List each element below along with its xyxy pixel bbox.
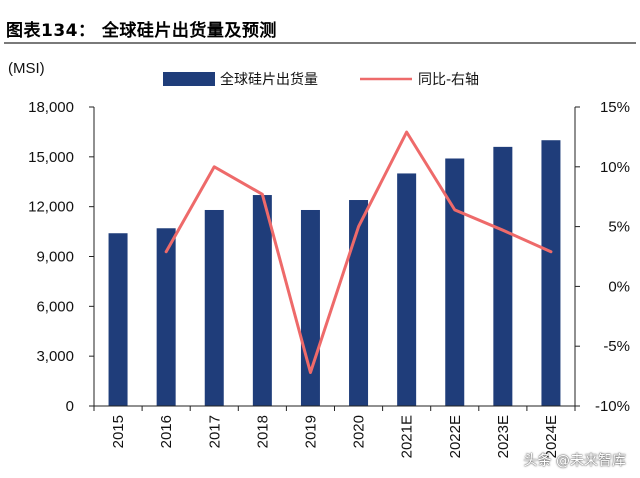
x-tick-label: 2019 bbox=[302, 415, 319, 448]
x-tick-label: 2023E bbox=[495, 415, 512, 458]
legend-bar-swatch bbox=[163, 72, 215, 86]
legend: 全球硅片出货量 同比-右轴 bbox=[163, 71, 479, 88]
bar-2020 bbox=[349, 200, 369, 406]
x-tick-label: 2024E bbox=[543, 415, 560, 458]
x-tick-label: 2016 bbox=[158, 415, 175, 448]
right-tick-label: -10% bbox=[595, 398, 630, 415]
right-tick-label: 0% bbox=[608, 278, 630, 295]
x-axis: 2015 2016 2017 2018 2019 2020 2021E 2022E 2023E 2… bbox=[93, 406, 576, 458]
left-tick-label: 15,000 bbox=[28, 149, 74, 166]
legend-bar-label: 全球硅片出货量 bbox=[220, 71, 318, 88]
bar-2017 bbox=[204, 209, 224, 406]
left-tick-label: 9,000 bbox=[36, 249, 74, 266]
x-tick-label: 2015 bbox=[110, 415, 127, 448]
line-series bbox=[164, 130, 553, 375]
x-tick-label: 2017 bbox=[206, 415, 223, 448]
x-tick-label: 2021E bbox=[399, 415, 416, 458]
x-tick-label: 2022E bbox=[447, 415, 464, 458]
bar-2023E bbox=[493, 146, 513, 406]
left-tick-label: 6,000 bbox=[36, 298, 74, 315]
right-tick-label: 5% bbox=[608, 219, 630, 236]
bar-2015 bbox=[108, 233, 128, 406]
right-tick-label: 10% bbox=[600, 159, 630, 176]
right-tick-label: 15% bbox=[600, 99, 630, 116]
y-axis-unit-label: (MSI) bbox=[8, 60, 45, 77]
left-axis: 0 3,000 6,000 9,000 12,000 15,000 18,000 bbox=[28, 99, 94, 415]
left-tick-label: 0 bbox=[66, 398, 74, 415]
legend-line-label: 同比-右轴 bbox=[418, 72, 479, 88]
chart-title: 图表134： 全球硅片出货量及预测 bbox=[6, 21, 277, 41]
left-tick-label: 18,000 bbox=[28, 99, 74, 116]
left-tick-label: 12,000 bbox=[28, 199, 74, 216]
right-tick-label: -5% bbox=[603, 338, 630, 355]
bar-series bbox=[108, 140, 561, 406]
bar-2021E bbox=[397, 173, 417, 406]
x-tick-label: 2020 bbox=[351, 415, 368, 448]
bar-2024E bbox=[541, 140, 561, 406]
title-bar: 图表134： 全球硅片出货量及预测 bbox=[0, 0, 640, 44]
title-divider bbox=[4, 42, 636, 44]
right-axis: -10% -5% 0% 5% 10% 15% bbox=[575, 99, 630, 415]
watermark: 头条 @未来智库 bbox=[523, 453, 626, 469]
bar-2019 bbox=[300, 209, 320, 406]
bar-2022E bbox=[445, 158, 465, 406]
x-tick-label: 2018 bbox=[254, 415, 271, 448]
bar-2016 bbox=[156, 228, 176, 406]
left-tick-label: 3,000 bbox=[36, 348, 74, 365]
bar-2018 bbox=[252, 195, 272, 406]
